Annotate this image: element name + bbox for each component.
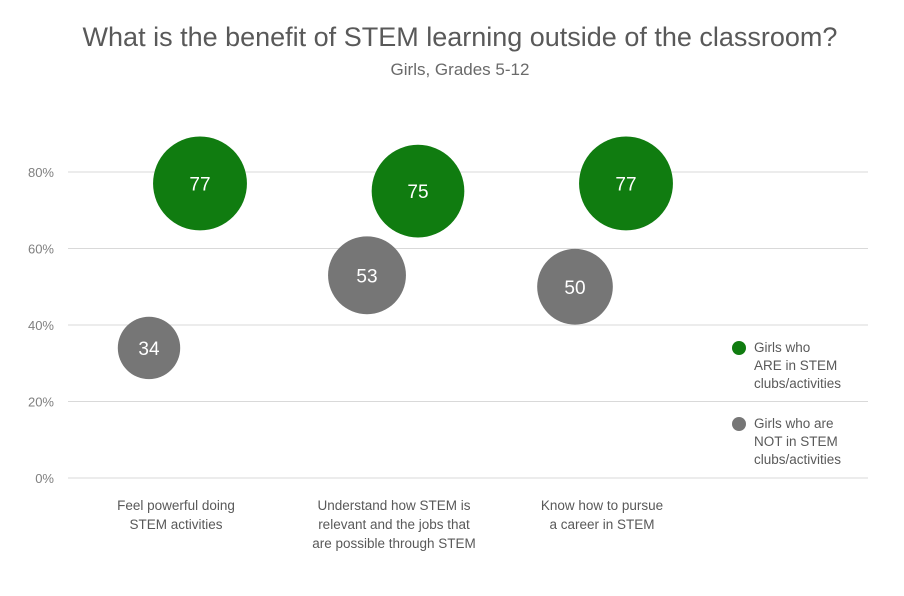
y-tick-label: 40% — [28, 318, 54, 333]
data-label: 50 — [564, 278, 585, 299]
legend-marker-not-in-stem — [732, 417, 746, 431]
x-category-label: Know how to pursue — [541, 498, 663, 513]
legend-label-not-in-stem: Girls who are NOT in STEM clubs/activiti… — [754, 415, 894, 469]
y-tick-label: 20% — [28, 395, 54, 410]
legend-line: clubs/activities — [754, 376, 842, 391]
x-category-label: are possible through STEM — [312, 536, 476, 551]
x-category-label: Understand how STEM is — [317, 498, 470, 513]
data-label: 34 — [138, 339, 160, 360]
legend-line: clubs/activities — [754, 452, 842, 467]
legend-marker-in-stem — [732, 341, 746, 355]
data-label: 77 — [615, 174, 636, 195]
x-category-label: STEM activities — [129, 517, 222, 532]
data-label: 75 — [407, 182, 428, 203]
data-bubble — [537, 248, 613, 325]
y-tick-label: 80% — [28, 165, 54, 180]
data-bubble — [371, 144, 465, 238]
data-label: 53 — [356, 266, 377, 287]
y-tick-label: 0% — [35, 471, 54, 486]
data-bubble — [579, 136, 673, 231]
legend-line: ARE in STEM — [754, 358, 838, 373]
data-bubble — [153, 136, 247, 231]
x-category-label: Feel powerful doing — [117, 498, 235, 513]
data-bubble — [117, 316, 181, 380]
legend-line: Girls who — [754, 340, 811, 355]
x-category-label: relevant and the jobs that — [318, 517, 470, 532]
y-tick-label: 60% — [28, 242, 54, 257]
legend-label-in-stem: Girls who ARE in STEM clubs/activities — [754, 339, 894, 393]
x-category-label: a career in STEM — [549, 517, 654, 532]
data-bubble — [328, 236, 406, 315]
data-label: 77 — [189, 174, 210, 195]
legend-line: NOT in STEM — [754, 434, 838, 449]
legend-line: Girls who are — [754, 416, 834, 431]
chart-subtitle: Girls, Grades 5-12 — [390, 60, 530, 79]
chart-title: What is the benefit of STEM learning out… — [82, 22, 838, 52]
